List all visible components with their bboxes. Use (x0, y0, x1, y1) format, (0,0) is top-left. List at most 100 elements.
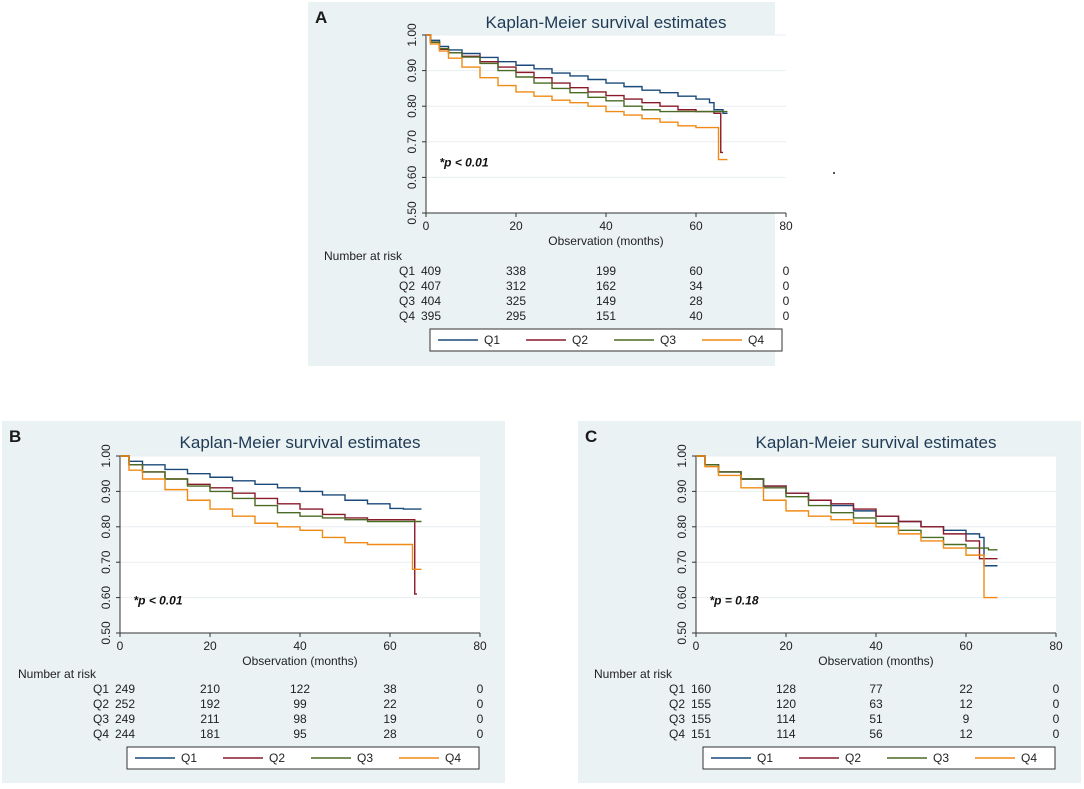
legend-label-q2: Q2 (845, 751, 861, 765)
risk-row-label: Q4 (399, 309, 415, 323)
risk-row-label: Q1 (399, 264, 415, 278)
panel-letter: C (585, 427, 598, 446)
legend-label-q4: Q4 (445, 751, 461, 765)
y-tick-label: 0.50 (99, 621, 113, 645)
risk-cell: 0 (783, 279, 790, 293)
risk-cell: 0 (477, 712, 484, 726)
y-tick-label: 0.80 (405, 94, 419, 118)
risk-cell: 0 (1053, 697, 1060, 711)
risk-cell: 40 (689, 309, 703, 323)
km-chart-c: Kaplan-Meier survival estimates 0.50 0.60 0… (594, 433, 1063, 770)
series-q3 (696, 455, 998, 551)
risk-cell: 38 (383, 682, 397, 696)
risk-row-label: Q4 (669, 727, 685, 741)
risk-cell: 162 (596, 279, 616, 293)
panel-b: B Kaplan-Meier survival estimates 0.50 0.6… (2, 421, 505, 783)
risk-cell: 325 (506, 294, 526, 308)
legend-box (126, 746, 480, 770)
risk-row-label: Q1 (669, 682, 685, 696)
risk-cell: 210 (200, 682, 220, 696)
risk-cell: 244 (115, 727, 135, 741)
risk-cell: 114 (776, 727, 795, 741)
y-tick-label: 0.60 (405, 165, 419, 189)
y-tick-label: 0.80 (99, 515, 113, 539)
risk-cell: 0 (1053, 712, 1060, 726)
risk-cell: 28 (383, 727, 397, 741)
panel-letter: A (315, 8, 328, 27)
x-tick-label: 0 (117, 639, 124, 653)
panel-a: A Kaplan-Meier survival estimates 0.50 0.6… (308, 2, 793, 366)
legend-label-q4: Q4 (1021, 751, 1037, 765)
risk-cell: 0 (783, 309, 790, 323)
x-tick-label: 40 (599, 219, 613, 233)
x-tick-label: 0 (693, 639, 700, 653)
legend-box (429, 328, 783, 352)
series-q4 (120, 455, 422, 570)
legend-label-q2: Q2 (572, 333, 588, 347)
risk-cell: 122 (290, 682, 310, 696)
risk-cell: 151 (691, 727, 711, 741)
panel-letter: B (9, 427, 22, 446)
y-tick-label: 0.60 (99, 586, 113, 610)
y-tick-label: 1.00 (675, 444, 689, 468)
risk-cell: 404 (421, 294, 441, 308)
risk-cell: 338 (506, 264, 526, 278)
risk-cell: 407 (421, 279, 441, 293)
x-tick-label: 60 (383, 639, 397, 653)
risk-cell: 12 (959, 697, 973, 711)
risk-cell: 211 (200, 712, 219, 726)
y-tick-label: 0.90 (405, 59, 419, 83)
risk-cell: 22 (383, 697, 397, 711)
x-tick-label: 20 (779, 639, 793, 653)
risk-cell: 0 (783, 294, 790, 308)
x-tick-label: 40 (293, 639, 307, 653)
risk-row-label: Q2 (669, 697, 685, 711)
x-tick-label: 80 (1049, 639, 1063, 653)
y-tick-label: 0.70 (99, 550, 113, 574)
risk-cell: 155 (691, 712, 711, 726)
x-tick-label: 20 (509, 219, 523, 233)
p-value-annotation: *p < 0.01 (134, 594, 183, 608)
plot-area (426, 35, 786, 213)
risk-row-label: Q2 (399, 279, 415, 293)
risk-cell: 98 (293, 712, 307, 726)
legend-label-q1: Q1 (484, 333, 500, 347)
risk-row-label: Q1 (93, 682, 109, 696)
risk-row-label: Q3 (669, 712, 685, 726)
y-tick-label: 0.50 (675, 621, 689, 645)
risk-table-header: Number at risk (594, 667, 673, 681)
p-value-annotation: *p < 0.01 (440, 156, 489, 170)
chart-title: Kaplan-Meier survival estimates (486, 13, 727, 32)
risk-table-header: Number at risk (324, 249, 403, 263)
series-q1 (120, 455, 422, 510)
x-tick-label: 40 (869, 639, 883, 653)
risk-cell: 252 (115, 697, 135, 711)
risk-cell: 0 (477, 727, 484, 741)
y-tick-label: 0.90 (99, 479, 113, 503)
x-tick-label: 60 (689, 219, 703, 233)
risk-cell: 34 (689, 279, 703, 293)
risk-cell: 99 (293, 697, 307, 711)
km-chart-a: Kaplan-Meier survival estimates 0.50 0.60 0… (324, 13, 793, 352)
x-tick-label: 60 (959, 639, 973, 653)
risk-cell: 192 (200, 697, 220, 711)
risk-cell: 51 (869, 712, 883, 726)
legend-label-q1: Q1 (181, 751, 197, 765)
x-axis-title: Observation (months) (242, 654, 357, 668)
y-tick-label: 0.90 (675, 479, 689, 503)
risk-cell: 395 (421, 309, 441, 323)
y-tick-label: 0.80 (675, 515, 689, 539)
risk-cell: 60 (689, 264, 703, 278)
x-tick-label: 20 (203, 639, 217, 653)
series-q1 (426, 34, 728, 115)
risk-cell: 120 (776, 697, 796, 711)
legend-box (702, 746, 1056, 770)
risk-cell: 128 (776, 682, 796, 696)
risk-row-label: Q3 (93, 712, 109, 726)
risk-cell: 181 (200, 727, 220, 741)
risk-row-label: Q2 (93, 697, 109, 711)
chart-title: Kaplan-Meier survival estimates (180, 433, 421, 452)
risk-cell: 0 (783, 264, 790, 278)
series-q4 (426, 34, 728, 161)
legend-label-q3: Q3 (660, 333, 676, 347)
